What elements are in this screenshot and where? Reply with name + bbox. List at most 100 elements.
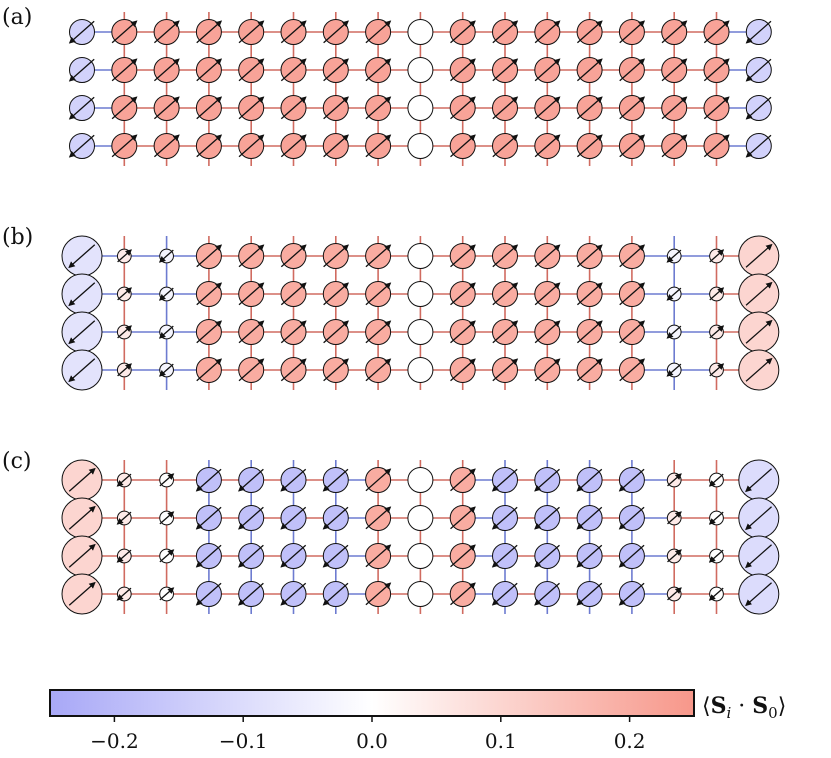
sites: [61, 459, 780, 615]
spin-arrow: [365, 58, 392, 82]
spin-arrow: [745, 281, 773, 306]
spin-arrow: [323, 58, 349, 82]
spin-arrow: [708, 511, 724, 525]
spin-arrow: [618, 582, 645, 606]
spin-arrow: [158, 249, 174, 263]
spin-arrow: [576, 468, 603, 492]
spin-arrow: [238, 358, 265, 382]
spin-arrow: [280, 134, 307, 158]
spin-arrow: [450, 244, 476, 268]
lattice-site: [407, 467, 434, 493]
spin-arrow: [159, 473, 175, 487]
lattice-site: [407, 319, 434, 345]
colorbar-tick-label: −0.2: [90, 729, 139, 753]
spin-arrow: [576, 58, 603, 82]
spin-arrow: [492, 244, 519, 268]
spin-arrow: [153, 58, 180, 82]
spin-arrow: [159, 549, 175, 563]
spin-arrow: [619, 134, 646, 158]
spin-arrow: [68, 134, 95, 158]
spin-arrow: [322, 582, 349, 606]
spin-arrow: [238, 96, 265, 120]
spin-arrow: [116, 587, 132, 601]
spin-arrow: [703, 58, 730, 82]
spin-arrow: [365, 282, 392, 306]
spin-arrow: [68, 505, 96, 530]
spin-arrow: [703, 134, 730, 158]
spin-arrow: [68, 58, 95, 82]
colorbar-tick-label: 0.2: [614, 729, 646, 753]
spin-arrow: [238, 58, 265, 82]
spin-arrow: [708, 549, 724, 563]
spin-arrow: [280, 582, 307, 606]
spin-arrow: [280, 544, 307, 568]
spin-arrow: [534, 582, 560, 606]
sites: [68, 19, 772, 159]
spin-arrow: [238, 134, 265, 158]
spin-arrow: [365, 506, 392, 530]
spin-arrow: [492, 134, 519, 158]
spin-arrow: [153, 96, 180, 120]
spin-arrow: [450, 96, 476, 120]
spin-arrow: [534, 544, 560, 568]
spin-arrow: [709, 287, 725, 301]
spin-arrow: [492, 358, 519, 382]
spin-arrow: [492, 320, 519, 344]
spin-arrow: [159, 511, 175, 525]
spin-arrow: [117, 363, 132, 377]
spin-arrow: [450, 58, 476, 82]
spin-arrow: [450, 468, 476, 492]
spin-arrow: [280, 320, 307, 344]
spin-arrow: [492, 282, 519, 306]
spin-arrow: [196, 282, 223, 306]
spin-arrow: [491, 544, 518, 568]
spin-arrow: [576, 96, 603, 120]
spin-arrow: [68, 467, 96, 492]
spin-arrow: [618, 506, 645, 530]
spin-arrow: [322, 506, 349, 530]
spin-arrow: [238, 244, 265, 268]
colorbar-ticks: −0.2 −0.1 0.0 0.1 0.2: [90, 716, 646, 753]
spin-arrow: [491, 506, 518, 530]
spin-arrow: [745, 357, 773, 382]
spin-arrow: [117, 287, 132, 301]
colorbar-tick-label: 0.1: [485, 729, 517, 753]
reference-site: [407, 505, 434, 531]
spin-arrow: [576, 582, 603, 606]
spin-arrow: [745, 506, 772, 531]
spin-arrow: [365, 582, 392, 606]
spin-arrow: [745, 243, 773, 268]
spin-arrow: [68, 358, 96, 383]
spin-arrow: [661, 58, 688, 82]
spin-arrow: [491, 582, 518, 606]
spin-arrow: [153, 134, 180, 158]
spin-arrow: [68, 320, 96, 345]
spin-arrow: [238, 320, 265, 344]
spin-arrow: [238, 506, 264, 530]
spin-arrow: [745, 134, 772, 158]
spin-arrow: [534, 20, 561, 44]
spin-arrow: [667, 473, 682, 487]
spin-arrow: [708, 587, 724, 601]
spin-arrow: [661, 20, 688, 44]
spin-arrow: [534, 96, 561, 120]
spin-arrow: [491, 468, 518, 492]
spin-arrow: [576, 320, 603, 344]
spin-arrow: [618, 468, 645, 492]
spin-arrow: [450, 320, 476, 344]
panel-label-c: (c): [2, 449, 32, 474]
lattice-site: [407, 133, 434, 159]
spin-arrow: [111, 134, 138, 158]
spin-arrow: [450, 582, 476, 606]
lattice-panels: [61, 12, 780, 615]
spin-arrow: [667, 549, 682, 563]
colorbar-label: ⟨Si · S0⟩: [702, 693, 786, 722]
spin-arrow: [280, 244, 307, 268]
spin-arrow: [159, 587, 175, 601]
spin-arrow: [576, 544, 603, 568]
spin-arrow: [68, 543, 96, 568]
spin-arrow: [745, 20, 772, 44]
colorbar: −0.2 −0.1 0.0 0.1 0.2 ⟨Si · S0⟩: [49, 689, 786, 753]
spin-arrow: [450, 134, 476, 158]
